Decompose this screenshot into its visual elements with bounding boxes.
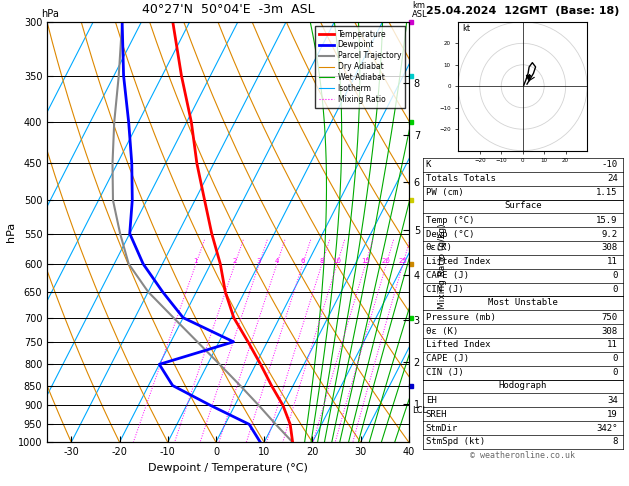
Text: 25: 25 <box>399 258 408 264</box>
Text: Pressure (mb): Pressure (mb) <box>426 312 496 322</box>
Text: 342°: 342° <box>596 423 618 433</box>
Text: 15.9: 15.9 <box>596 216 618 225</box>
Text: Totals Totals: Totals Totals <box>426 174 496 183</box>
Text: 15: 15 <box>361 258 370 264</box>
Text: Lifted Index: Lifted Index <box>426 340 491 349</box>
Text: CIN (J): CIN (J) <box>426 368 464 377</box>
Text: 24: 24 <box>607 174 618 183</box>
Text: Mixing Ratio (g/kg): Mixing Ratio (g/kg) <box>438 223 447 309</box>
Text: 0: 0 <box>612 368 618 377</box>
Text: StmDir: StmDir <box>426 423 458 433</box>
Text: 1: 1 <box>194 258 198 264</box>
Text: 10: 10 <box>333 258 342 264</box>
Text: 8: 8 <box>612 437 618 447</box>
Text: θε(K): θε(K) <box>426 243 453 253</box>
Text: PW (cm): PW (cm) <box>426 188 464 197</box>
Text: Surface: Surface <box>504 201 542 209</box>
Text: 308: 308 <box>601 243 618 253</box>
Text: K: K <box>426 160 431 170</box>
Text: Hodograph: Hodograph <box>499 381 547 390</box>
Text: 308: 308 <box>601 327 618 336</box>
Text: 750: 750 <box>601 312 618 322</box>
Text: 9.2: 9.2 <box>601 229 618 239</box>
Text: Lifted Index: Lifted Index <box>426 257 491 266</box>
Text: 4: 4 <box>275 258 279 264</box>
Text: CAPE (J): CAPE (J) <box>426 271 469 280</box>
Text: kt: kt <box>462 24 470 33</box>
Text: hPa: hPa <box>41 9 58 19</box>
Text: Most Unstable: Most Unstable <box>487 297 558 307</box>
Text: 25.04.2024  12GMT  (Base: 18): 25.04.2024 12GMT (Base: 18) <box>426 6 620 16</box>
Text: 2: 2 <box>233 258 237 264</box>
Text: EH: EH <box>426 396 437 405</box>
Text: CAPE (J): CAPE (J) <box>426 354 469 364</box>
Text: 40°27'N  50°04'E  -3m  ASL: 40°27'N 50°04'E -3m ASL <box>142 3 314 16</box>
Text: -10: -10 <box>601 160 618 170</box>
Text: θε (K): θε (K) <box>426 327 458 336</box>
Text: 0: 0 <box>612 271 618 280</box>
Text: Temp (°C): Temp (°C) <box>426 216 474 225</box>
Text: 0: 0 <box>612 354 618 364</box>
Text: 34: 34 <box>607 396 618 405</box>
Text: 8: 8 <box>320 258 324 264</box>
Text: 0: 0 <box>612 285 618 294</box>
Text: Dewp (°C): Dewp (°C) <box>426 229 474 239</box>
Text: 19: 19 <box>607 410 618 419</box>
Text: 3: 3 <box>257 258 262 264</box>
Text: 11: 11 <box>607 257 618 266</box>
Text: 1.15: 1.15 <box>596 188 618 197</box>
Text: © weatheronline.co.uk: © weatheronline.co.uk <box>470 451 575 460</box>
Text: LCL: LCL <box>413 406 428 415</box>
Y-axis label: hPa: hPa <box>6 222 16 242</box>
Text: CIN (J): CIN (J) <box>426 285 464 294</box>
X-axis label: Dewpoint / Temperature (°C): Dewpoint / Temperature (°C) <box>148 463 308 473</box>
Text: SREH: SREH <box>426 410 447 419</box>
Text: StmSpd (kt): StmSpd (kt) <box>426 437 485 447</box>
Text: 20: 20 <box>382 258 391 264</box>
Text: 6: 6 <box>301 258 305 264</box>
Text: 11: 11 <box>607 340 618 349</box>
Legend: Temperature, Dewpoint, Parcel Trajectory, Dry Adiabat, Wet Adiabat, Isotherm, Mi: Temperature, Dewpoint, Parcel Trajectory… <box>314 26 405 108</box>
Text: km
ASL: km ASL <box>412 1 428 19</box>
